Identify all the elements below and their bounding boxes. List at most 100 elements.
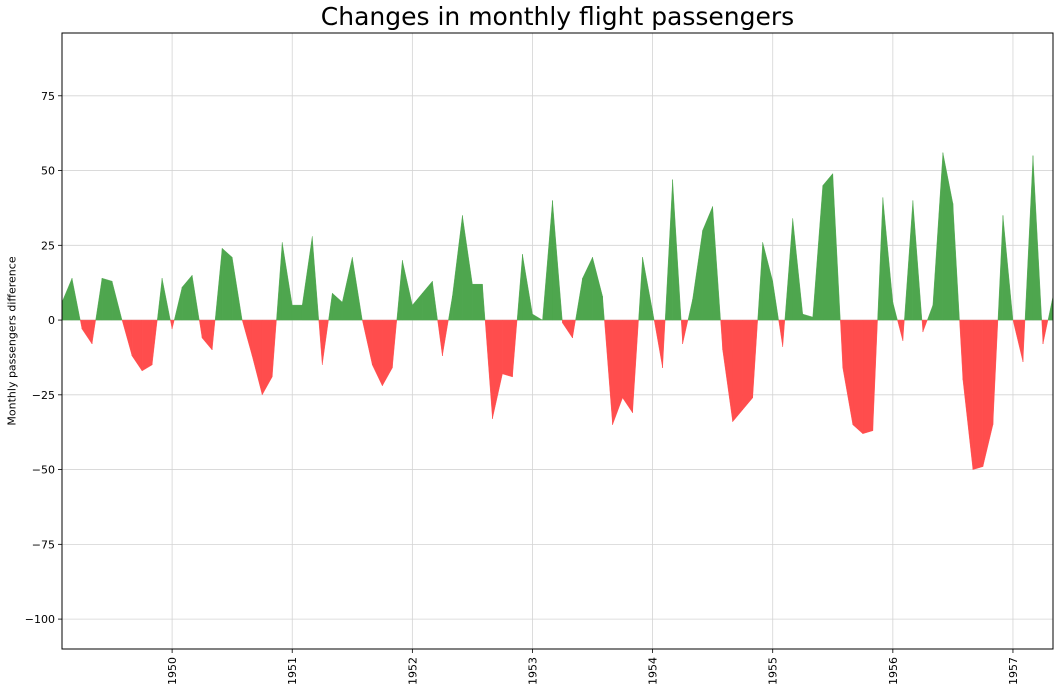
- negative-area-segment: [653, 319, 663, 368]
- positive-area-segment: [997, 215, 1004, 321]
- negative-area-segment: [121, 319, 133, 357]
- negative-area-segment: [962, 319, 974, 470]
- positive-area-segment: [221, 247, 233, 321]
- positive-area-segment: [784, 218, 793, 321]
- negative-area-segment: [982, 319, 994, 467]
- negative-area-segment: [862, 319, 874, 434]
- positive-area-segment: [1047, 296, 1054, 321]
- positive-area-segment: [396, 260, 403, 321]
- positive-area-segment: [282, 242, 293, 321]
- positive-area-segment: [832, 173, 841, 321]
- y-tick-label: −75: [32, 538, 55, 551]
- positive-area-segment: [342, 257, 353, 321]
- negative-area-segment: [251, 319, 263, 395]
- negative-area-segment: [512, 319, 518, 377]
- x-tick-label: 1957: [1007, 657, 1020, 685]
- positive-area-segment: [822, 172, 833, 321]
- positive-area-segment: [472, 283, 483, 321]
- positive-area-segment: [302, 236, 313, 321]
- negative-area-segment: [722, 319, 733, 422]
- negative-area-segment: [502, 319, 513, 378]
- negative-area-segment: [632, 319, 639, 413]
- positive-area-segment: [602, 296, 605, 321]
- plot-frame: [61, 32, 1054, 650]
- positive-area-segment: [672, 179, 682, 321]
- positive-area-segment: [582, 257, 593, 321]
- negative-area-segment: [151, 319, 158, 365]
- negative-area-segment: [241, 319, 253, 357]
- y-tick-label: −100: [25, 613, 55, 626]
- negative-area-segment: [992, 319, 999, 425]
- positive-area-segment: [904, 200, 914, 321]
- x-tick-label: 1955: [767, 657, 780, 685]
- area-layer: [61, 152, 1054, 470]
- negative-area-segment: [1012, 319, 1024, 362]
- positive-area-segment: [892, 302, 898, 321]
- positive-area-segment: [772, 281, 779, 321]
- negative-area-segment: [959, 319, 964, 380]
- x-tick-label: 1953: [526, 657, 539, 685]
- positive-area-segment: [402, 260, 413, 321]
- positive-area-segment: [762, 242, 773, 321]
- positive-area-segment: [157, 278, 163, 321]
- positive-area-segment: [877, 197, 884, 321]
- positive-area-segment: [312, 236, 319, 321]
- negative-area-segment: [437, 319, 443, 356]
- negative-area-segment: [562, 319, 573, 339]
- negative-area-segment: [604, 319, 613, 425]
- positive-area-segment: [542, 200, 553, 321]
- negative-area-segment: [442, 319, 449, 356]
- positive-area-segment: [174, 287, 183, 321]
- negative-area-segment: [171, 319, 175, 330]
- positive-area-segment: [932, 152, 944, 321]
- negative-area-segment: [852, 319, 864, 435]
- negative-area-segment: [972, 319, 984, 470]
- positive-area-segment: [652, 311, 655, 321]
- negative-area-segment: [262, 319, 273, 396]
- x-tick-label: 1950: [166, 657, 179, 685]
- x-tick-label: 1954: [647, 657, 660, 685]
- positive-area-segment: [412, 292, 423, 321]
- negative-area-segment: [680, 319, 683, 345]
- positive-area-segment: [638, 257, 643, 321]
- positive-area-segment: [1032, 155, 1042, 321]
- negative-area-segment: [141, 319, 153, 372]
- negative-area-segment: [872, 319, 878, 431]
- negative-area-segment: [362, 319, 373, 365]
- positive-area-segment: [642, 257, 653, 321]
- positive-area-segment: [181, 274, 193, 321]
- negative-area-segment: [572, 319, 576, 339]
- positive-area-segment: [95, 278, 103, 321]
- y-tick-label: 50: [41, 165, 55, 178]
- positive-area-segment: [191, 275, 200, 321]
- y-tick-label: 75: [41, 90, 55, 103]
- negative-area-segment: [612, 319, 623, 425]
- positive-area-segment: [757, 242, 763, 321]
- positive-area-segment: [462, 215, 473, 321]
- positive-area-segment: [792, 218, 803, 321]
- positive-area-segment: [532, 313, 544, 321]
- y-tick-label: −50: [32, 464, 55, 477]
- positive-area-segment: [522, 254, 533, 321]
- axis-layer: −100 −75 −50 −25 0 25 50 75 1950 1951 1952 1953 1954…: [25, 90, 1020, 685]
- negative-area-segment: [752, 319, 758, 398]
- negative-area-segment: [732, 319, 743, 423]
- positive-area-segment: [927, 305, 934, 321]
- negative-area-segment: [81, 319, 93, 345]
- positive-area-segment: [161, 278, 171, 321]
- positive-area-segment: [328, 293, 333, 321]
- negative-area-segment: [782, 319, 786, 347]
- positive-area-segment: [432, 281, 438, 321]
- y-tick-label: 25: [41, 239, 55, 252]
- negative-area-segment: [131, 319, 143, 372]
- negative-area-segment: [742, 319, 753, 411]
- positive-area-segment: [1024, 155, 1034, 321]
- negative-area-segment: [840, 319, 843, 368]
- positive-area-segment: [912, 200, 923, 321]
- positive-area-segment: [952, 203, 960, 321]
- negative-area-segment: [897, 319, 904, 342]
- x-tick-label: 1952: [406, 657, 419, 685]
- positive-area-segment: [552, 200, 563, 321]
- positive-area-segment: [882, 197, 894, 321]
- x-tick-label: 1956: [887, 657, 900, 685]
